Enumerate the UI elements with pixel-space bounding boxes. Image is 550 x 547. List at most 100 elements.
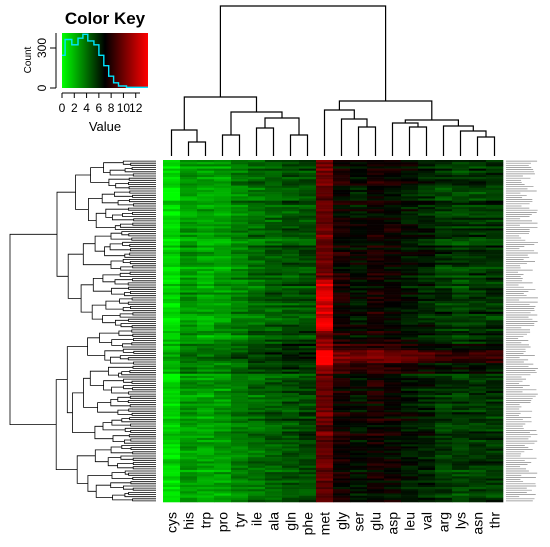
- heatmap-cell: [401, 316, 419, 319]
- heatmap-cell: [180, 219, 198, 223]
- heatmap-cell: [265, 168, 283, 171]
- heatmap-cell: [214, 392, 232, 396]
- heatmap-cell: [384, 375, 402, 379]
- heatmap-cell: [231, 258, 249, 261]
- heatmap-cell: [452, 454, 470, 458]
- heatmap-cell: [350, 463, 368, 466]
- heatmap-cell: [350, 405, 368, 409]
- heatmap-cell: [299, 181, 317, 184]
- heatmap-cell: [316, 213, 334, 216]
- heatmap-cell: [214, 187, 232, 191]
- heatmap-cell: [231, 343, 249, 347]
- heatmap-cell: [197, 200, 215, 204]
- heatmap-cell: [452, 431, 470, 434]
- heatmap-cell: [180, 249, 198, 253]
- heatmap-cell: [163, 269, 181, 272]
- heatmap-cell: [231, 307, 249, 310]
- heatmap-cell: [367, 416, 385, 419]
- heatmap-cell: [163, 213, 181, 216]
- heatmap-cell: [282, 320, 300, 323]
- heatmap-cell: [384, 348, 402, 351]
- heatmap-cell: [299, 292, 317, 295]
- heatmap-cell: [265, 254, 283, 257]
- heatmap-cell: [197, 472, 215, 475]
- heatmap-cell: [469, 407, 487, 411]
- heatmap-cell: [214, 213, 232, 216]
- heatmap-cell: [180, 350, 198, 353]
- heatmap-cell: [418, 457, 436, 460]
- heatmap-cell: [180, 179, 198, 182]
- heatmap-cell: [401, 427, 419, 430]
- heatmap-cell: [401, 337, 419, 340]
- heatmap-cell: [435, 320, 453, 323]
- heatmap-cell: [367, 446, 385, 449]
- heatmap-cell: [469, 354, 487, 357]
- heatmap-cell: [367, 474, 385, 477]
- heatmap-cell: [367, 217, 385, 221]
- row-dendrogram-branch: [131, 325, 156, 329]
- heatmap-cell: [435, 367, 453, 370]
- heatmap-cell: [163, 491, 181, 494]
- heatmap-cell: [197, 397, 215, 400]
- heatmap-cell: [452, 217, 470, 221]
- heatmap-cell: [367, 204, 385, 208]
- heatmap-cell: [401, 288, 419, 291]
- heatmap-cell: [350, 435, 368, 439]
- heatmap-cell: [231, 277, 249, 280]
- heatmap-cell: [435, 322, 453, 325]
- heatmap-cell: [469, 292, 487, 295]
- heatmap-cell: [299, 271, 317, 274]
- heatmap-cell: [214, 335, 232, 338]
- heatmap-cell: [452, 198, 470, 201]
- heatmap-cell: [367, 457, 385, 460]
- heatmap-cell: [163, 461, 181, 464]
- heatmap-cell: [180, 491, 198, 494]
- heatmap-cell: [333, 405, 351, 409]
- heatmap-cell: [418, 243, 436, 246]
- heatmap-cell: [350, 239, 368, 242]
- heatmap-cell: [248, 298, 266, 302]
- heatmap-cell: [401, 463, 419, 466]
- heatmap-cell: [282, 405, 300, 409]
- heatmap-cell: [350, 497, 368, 501]
- heatmap-cell: [350, 358, 368, 362]
- heatmap-cell: [469, 403, 487, 407]
- heatmap-cell: [367, 442, 385, 445]
- heatmap-cell: [486, 168, 504, 171]
- heatmap-cell: [418, 467, 436, 471]
- heatmap-cell: [418, 427, 436, 430]
- heatmap-cell: [452, 189, 470, 193]
- heatmap-cell: [435, 414, 453, 417]
- heatmap-cell: [418, 202, 436, 206]
- heatmap-cell: [486, 369, 504, 372]
- row-dendrogram-branch: [121, 445, 156, 449]
- heatmap-cell: [401, 311, 419, 315]
- heatmap-cell: [197, 313, 215, 317]
- heatmap-cell: [214, 410, 232, 413]
- heatmap-cell: [401, 397, 419, 400]
- row-dendrogram-branch: [122, 259, 156, 263]
- heatmap-cell: [350, 219, 368, 223]
- heatmap-cell: [333, 260, 351, 263]
- heatmap-cell: [469, 388, 487, 392]
- heatmap-cell: [214, 341, 232, 345]
- heatmap-cell: [299, 444, 317, 447]
- heatmap-cell: [401, 249, 419, 253]
- heatmap-cell: [214, 356, 232, 360]
- heatmap-cell: [401, 491, 419, 494]
- heatmap-cell: [486, 215, 504, 219]
- heatmap-cell: [384, 292, 402, 295]
- heatmap-cell: [180, 474, 198, 477]
- heatmap-cell: [248, 228, 266, 231]
- heatmap-cell: [163, 397, 181, 400]
- heatmap-cell: [333, 331, 351, 334]
- heatmap-cell: [282, 318, 300, 321]
- heatmap-cell: [350, 168, 368, 171]
- heatmap-cell: [452, 480, 470, 484]
- heatmap-cell: [384, 446, 402, 449]
- heatmap-cell: [163, 202, 181, 206]
- heatmap-cell: [350, 427, 368, 430]
- heatmap-cell: [469, 425, 487, 428]
- heatmap-cell: [282, 497, 300, 501]
- row-dendrogram-branch: [101, 193, 119, 204]
